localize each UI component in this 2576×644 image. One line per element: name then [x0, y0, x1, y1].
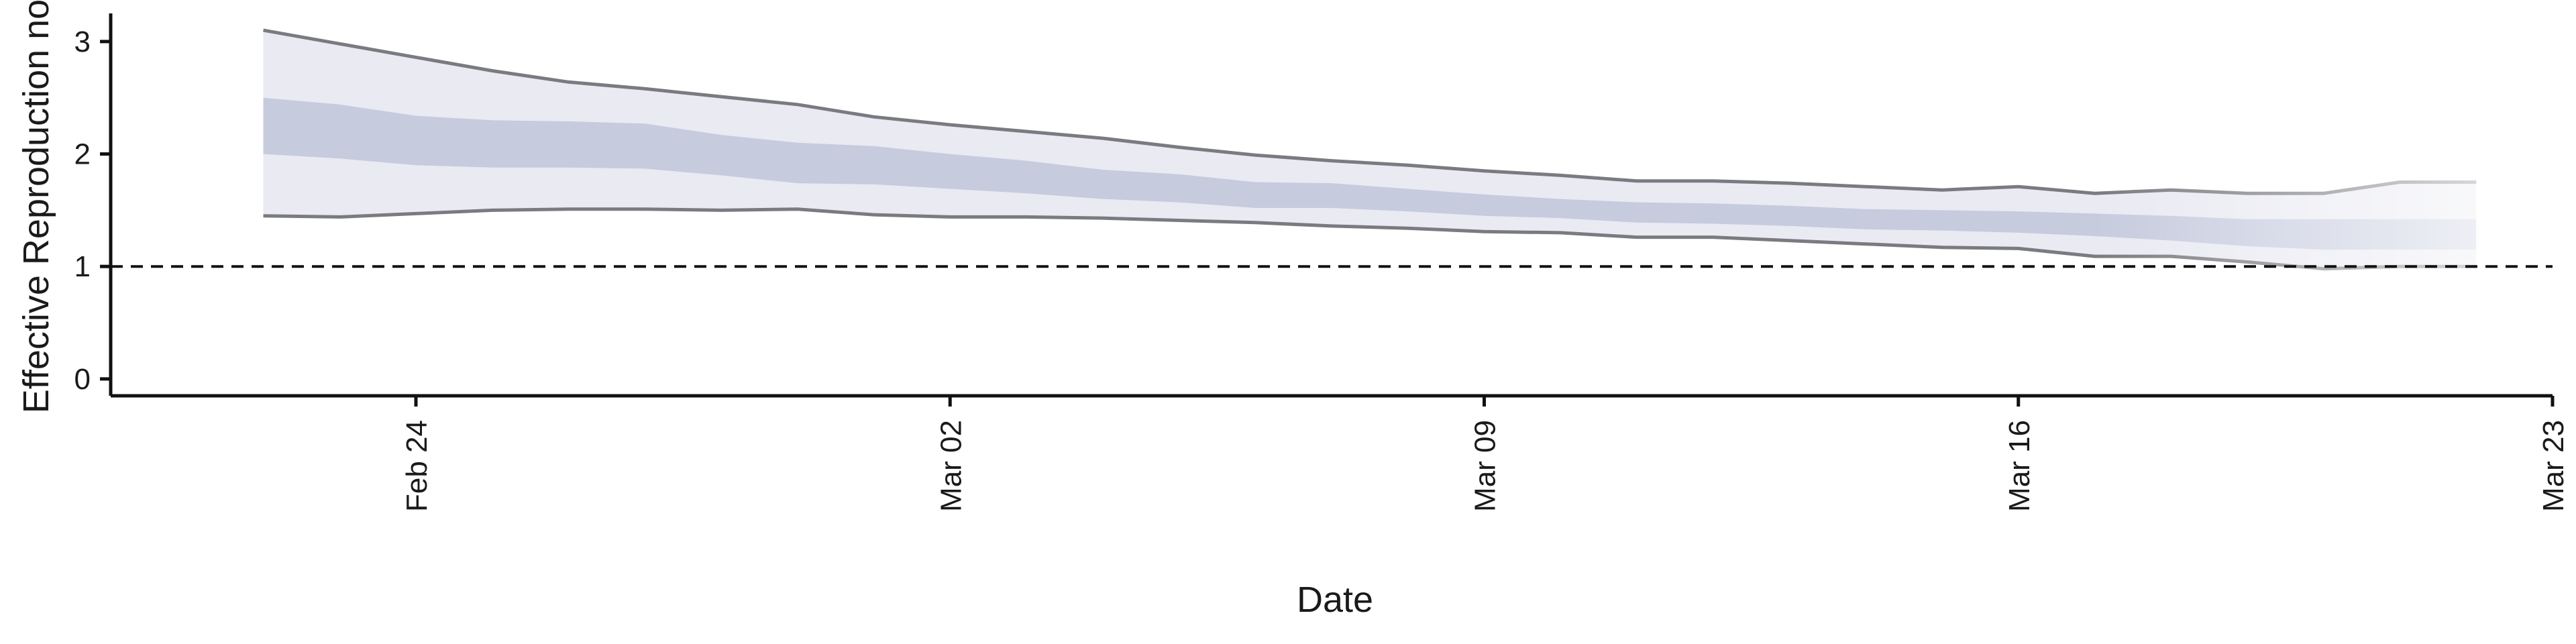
y-tick-label: 0: [74, 363, 91, 396]
x-tick-label: Mar 02: [934, 420, 967, 512]
x-tick-label: Mar 23: [2537, 420, 2570, 512]
y-axis-ticks: 0 1 2 3: [74, 25, 111, 396]
y-tick-label: 3: [74, 25, 91, 58]
x-tick-label: Feb 24: [400, 420, 433, 512]
x-tick-label: Mar 16: [2003, 420, 2036, 512]
band-50-area: [263, 97, 2477, 250]
y-tick-label: 1: [74, 250, 91, 283]
credible-interval-bands: [263, 13, 2479, 392]
y-tick-label: 2: [74, 138, 91, 171]
projection-fade: [2094, 13, 2479, 392]
x-axis-title: Date: [1297, 580, 1373, 620]
x-tick-label: Mar 09: [1469, 420, 1502, 512]
x-axis-ticks: Feb 24 Mar 02 Mar 09 Mar 16 Mar 23: [400, 396, 2570, 512]
y-axis-title: Effective Reproduction no.: [16, 0, 56, 413]
